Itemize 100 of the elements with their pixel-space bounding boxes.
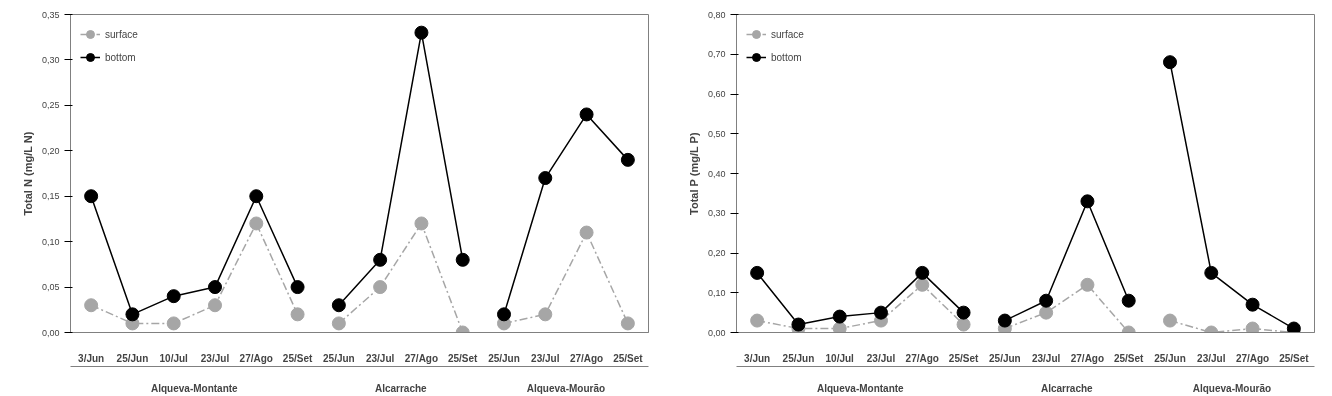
- x-tick-label: 23/Jul: [1031, 352, 1061, 364]
- y-tick-label: 0,25: [41, 100, 60, 111]
- legend-label: bottom: [105, 51, 136, 63]
- point: [620, 152, 635, 167]
- point: [579, 225, 594, 240]
- point: [125, 307, 140, 322]
- x-tick-label: 10/Jul: [825, 352, 855, 364]
- point: [791, 317, 806, 332]
- point: [579, 107, 594, 122]
- legend-label: surface: [105, 28, 138, 40]
- x-tick-label: 25/Set: [948, 352, 979, 364]
- point: [208, 298, 222, 313]
- x-tick-label: 23/Jul: [365, 352, 395, 364]
- point: [832, 309, 847, 324]
- point: [1121, 293, 1136, 308]
- point: [414, 216, 429, 231]
- x-tick-label: 27/Ago: [905, 352, 939, 364]
- y-tick-label: 0,60: [707, 89, 726, 99]
- text: Alqueva-Montante: [151, 382, 239, 394]
- text: Alqueva-Mourão: [1192, 382, 1272, 394]
- x-tick-label: 25/Jun: [989, 352, 1021, 364]
- point: [249, 216, 264, 231]
- point: [832, 321, 847, 333]
- text: Alqueva-Mourão: [526, 382, 606, 394]
- x-tick-label: 23/Jul: [866, 352, 896, 364]
- legend-label: bottom: [771, 51, 802, 63]
- point: [1080, 194, 1095, 209]
- point: [166, 289, 181, 304]
- point: [166, 316, 181, 331]
- point: [1245, 297, 1260, 312]
- x-tick-label: 25/Set: [1113, 352, 1145, 364]
- y-tick-label: 0,00: [41, 327, 60, 338]
- point: [331, 316, 346, 331]
- point: [84, 298, 99, 313]
- point: [373, 252, 388, 267]
- point: [1245, 321, 1260, 333]
- x-tick-label: 3/Jun: [744, 352, 771, 364]
- x-tick-label: 25/Jun: [116, 352, 149, 364]
- y-tick-label: 0,80: [707, 9, 726, 20]
- point: [290, 280, 305, 295]
- point: [331, 298, 346, 313]
- point: [1163, 55, 1177, 70]
- y-tick-label: 0,30: [707, 208, 726, 219]
- x-tick-label: 23/Jul: [1197, 352, 1226, 364]
- text: Alcarrache: [374, 382, 428, 394]
- point: [915, 277, 930, 292]
- x-tick-label: 25/Set: [447, 352, 479, 364]
- point: [208, 280, 222, 295]
- x-tick-label: 25/Jun: [323, 352, 355, 364]
- point: [1286, 321, 1301, 333]
- point: [249, 189, 264, 204]
- x-tick-label: 25/Jun: [782, 352, 815, 364]
- x-tick-label: 27/Ago: [404, 352, 439, 364]
- y-axis-title: Total N (mg/L N): [21, 131, 34, 216]
- point: [538, 307, 553, 322]
- y-axis-title: Total P (mg/L P): [687, 132, 700, 215]
- point: [414, 25, 429, 40]
- point: [750, 313, 765, 328]
- y-tick-label: 0,50: [707, 128, 726, 139]
- x-tick-label: 25/Set: [282, 352, 313, 364]
- y-tick-label: 0,20: [707, 248, 726, 258]
- point: [874, 305, 888, 320]
- point: [290, 307, 305, 322]
- point: [997, 313, 1012, 328]
- point: [84, 189, 99, 204]
- x-tick-label: 25/Set: [1279, 352, 1310, 364]
- y-tick-label: 0,30: [41, 54, 60, 65]
- x-tick-label: 23/Jul: [531, 352, 560, 364]
- x-tick-label: 27/Ago: [1235, 352, 1270, 364]
- y-tick-label: 0,00: [707, 327, 726, 338]
- x-tick-label: 10/Jul: [159, 352, 189, 364]
- x-tick-label: 27/Ago: [569, 352, 604, 364]
- text: Alqueva-Montante: [817, 382, 905, 394]
- point: [915, 265, 930, 280]
- x-tick-label: 25/Set: [613, 352, 644, 364]
- y-tick-label: 0,40: [707, 168, 726, 179]
- point: [956, 305, 971, 320]
- point: [538, 171, 553, 186]
- x-tick-label: 3/Jun: [78, 352, 105, 364]
- point: [1163, 313, 1177, 328]
- text: Alcarrache: [1040, 382, 1094, 394]
- point: [1039, 305, 1054, 320]
- x-tick-label: 25/Jun: [1154, 352, 1186, 364]
- y-tick-label: 0,05: [41, 282, 60, 293]
- y-tick-label: 0,15: [41, 191, 60, 202]
- x-tick-label: 23/Jul: [200, 352, 230, 364]
- x-tick-label: 25/Jun: [488, 352, 520, 364]
- point: [1080, 277, 1095, 292]
- legend-label: surface: [771, 28, 804, 40]
- y-tick-label: 0,10: [41, 236, 60, 247]
- x-tick-label: 27/Ago: [1070, 352, 1105, 364]
- x-tick-label: 27/Ago: [239, 352, 273, 364]
- point: [956, 317, 971, 332]
- y-tick-label: 0,10: [707, 287, 726, 298]
- point: [620, 316, 635, 331]
- y-tick-label: 0,70: [707, 49, 726, 60]
- point: [1204, 265, 1219, 280]
- point: [497, 307, 511, 322]
- y-tick-label: 0,20: [41, 145, 60, 156]
- point: [455, 252, 470, 267]
